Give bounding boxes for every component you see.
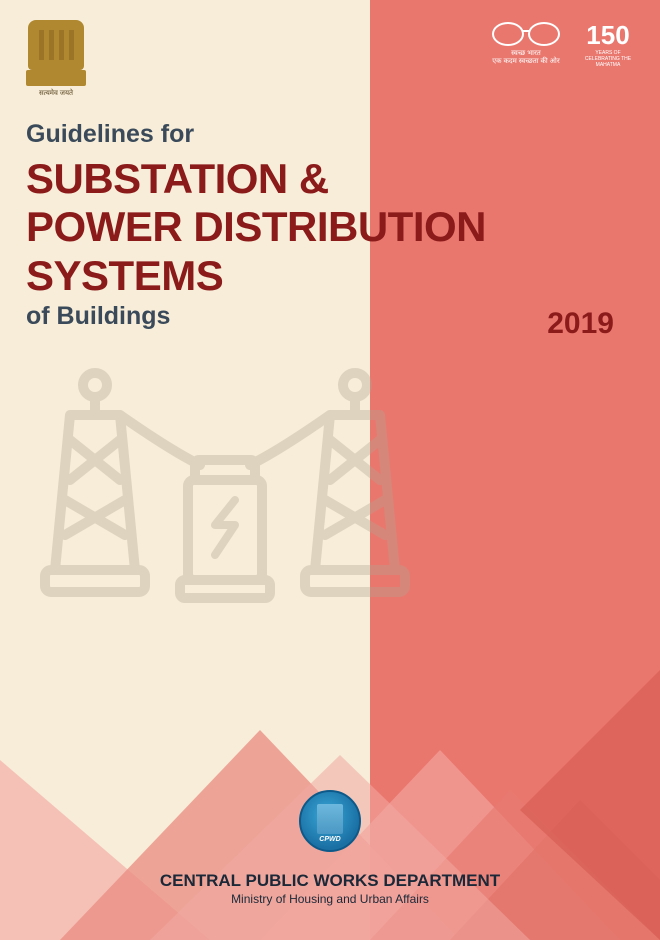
footer: CENTRAL PUBLIC WORKS DEPARTMENT Ministry…	[0, 871, 660, 906]
cpwd-abbrev: CPWD	[301, 836, 359, 843]
emblem-motto: सत्यमेव जयते	[28, 89, 84, 98]
top-right-logos: स्वच्छ भारत एक कदम स्वच्छता की ओर 150 YE…	[488, 22, 638, 68]
main-title: SUBSTATION & POWER DISTRIBUTION SYSTEMS	[26, 155, 636, 300]
anniversary-text: YEARS OF CELEBRATING THE MAHATMA	[578, 50, 638, 68]
swachh-bharat-logo: स्वच्छ भारत एक कदम स्वच्छता की ओर	[488, 22, 564, 67]
title-prefix: Guidelines for	[26, 120, 636, 149]
cpwd-logo: CPWD	[299, 790, 361, 852]
title-block: Guidelines for SUBSTATION & POWER DISTRI…	[26, 120, 636, 331]
title-line2: POWER DISTRIBUTION SYSTEMS	[26, 203, 636, 300]
glasses-icon	[488, 22, 564, 46]
department-name: CENTRAL PUBLIC WORKS DEPARTMENT	[0, 871, 660, 891]
title-suffix: of Buildings	[26, 302, 636, 331]
swachh-line2: एक कदम स्वच्छता की ओर	[488, 58, 564, 66]
title-line1: SUBSTATION &	[26, 155, 636, 203]
mahatma-150-logo: 150 YEARS OF CELEBRATING THE MAHATMA	[578, 22, 638, 68]
year: 2019	[547, 307, 614, 341]
anniversary-number: 150	[578, 22, 638, 48]
ministry-name: Ministry of Housing and Urban Affairs	[0, 892, 660, 906]
national-emblem-icon: सत्यमेव जयते	[28, 20, 84, 100]
